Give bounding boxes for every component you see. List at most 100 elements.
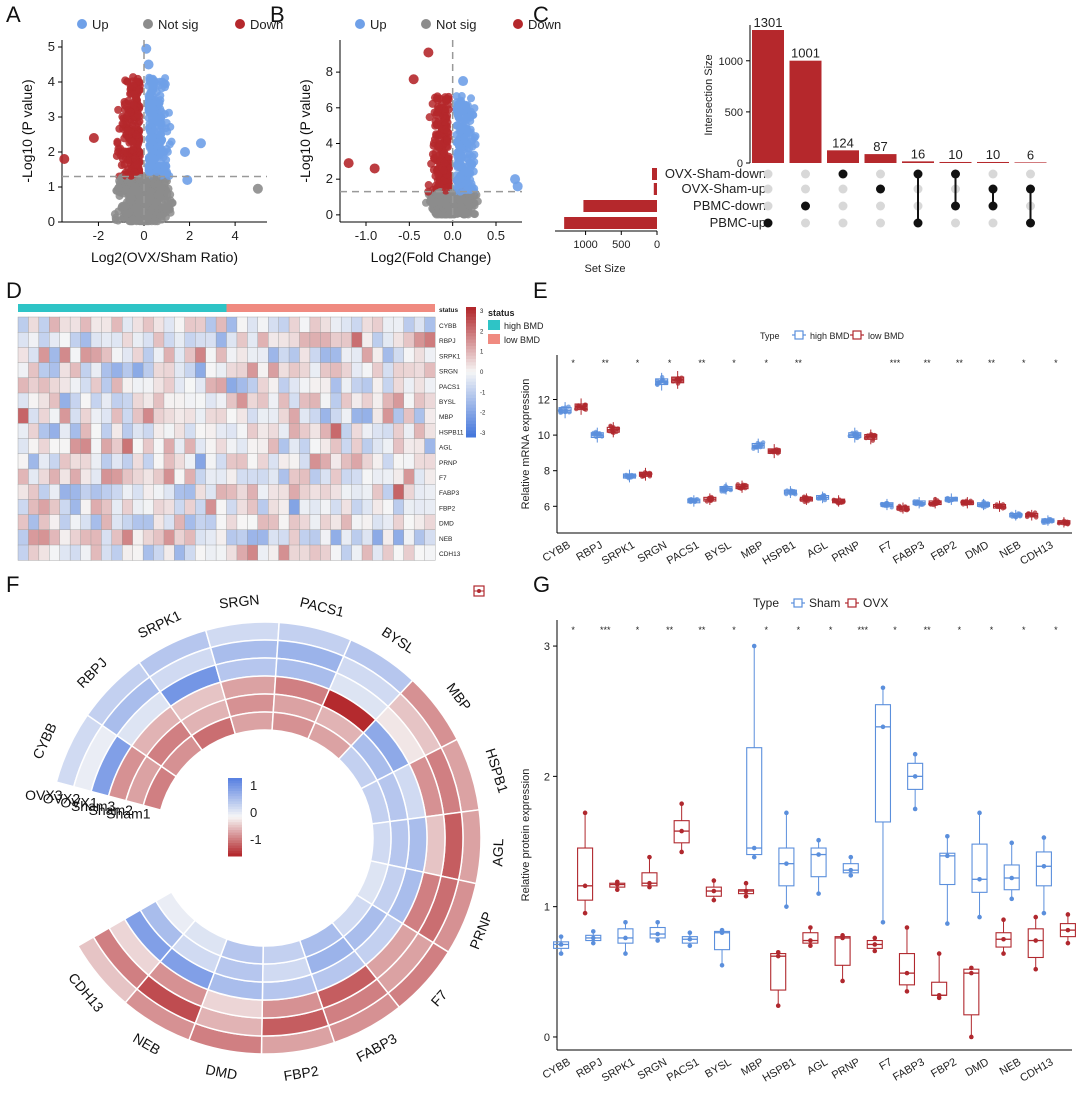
heatmap-cell [278,499,290,515]
gene-label: FBP2 [283,1063,320,1084]
heatmap-cell [372,514,384,531]
heatmap-cell [351,529,363,546]
heatmap-cell [330,362,342,379]
data-point-highlight [88,133,99,143]
heatmap-cell [309,316,321,333]
data-point [456,157,465,166]
heatmap-cell [69,316,81,333]
heatmap-cell [424,347,436,363]
heatmap-cell [174,499,186,515]
y-tick-label: 8 [544,466,550,478]
heatmap-cell [340,377,352,394]
heatmap-cell [320,408,332,424]
heatmap-cell [174,423,186,439]
data-point [435,131,444,140]
heatmap-cell [184,438,196,455]
heatmap-cell [330,377,342,394]
scale-step [466,323,476,327]
heatmap-cell [49,484,61,500]
heatmap-cell [309,529,321,546]
heatmap-cell [424,468,436,485]
heatmap-cell [90,514,102,531]
bar-value-label: 10 [986,147,1000,162]
panel-letter-g: G [533,572,550,597]
x-axis-title: Log2(Fold Change) [371,249,492,265]
heatmap-cell [69,392,81,409]
data-point-highlight [423,47,434,58]
heatmap-cell [174,529,186,546]
legend-label: low BMD [868,331,905,341]
scale-tick: 2 [480,329,484,335]
heatmap-cell [59,332,71,348]
heatmap-cell [184,423,196,439]
legend-key-not-sig [143,19,153,29]
heatmap-cell [38,453,50,470]
heatmap-cell [28,392,40,409]
heatmap-cell [49,392,61,409]
heatmap-cell [278,514,290,531]
heatmap-cell [142,347,154,363]
heatmap-cell [111,453,123,470]
data-point [428,99,437,108]
set-size-tick-label: 1000 [573,239,597,251]
heatmap-cell [330,332,342,348]
matrix-dot-inactive [763,169,773,179]
scale-step [466,424,476,428]
matrix-dot-inactive [801,169,810,179]
heatmap-cell [247,316,259,333]
data-point-highlight [143,59,154,70]
heatmap-cell [226,514,238,531]
heatmap-cell [80,499,92,515]
scale-step [228,848,242,852]
data-point [460,114,469,123]
heatmap-cell [195,499,207,515]
data-point [436,198,445,207]
heatmap-cell [215,499,227,515]
heatmap-cell [268,499,280,515]
significance-mark: * [571,625,575,635]
heatmap-cell [257,499,269,515]
box [737,889,755,895]
data-point [470,157,479,166]
significance-mark: ** [795,358,803,368]
heatmap-cell [80,316,92,333]
heatmap-cell [111,347,123,363]
heatmap-cell [372,332,384,348]
heatmap-cell [372,392,384,409]
heatmap-cell [299,332,311,348]
heatmap-cell [174,362,186,379]
heatmap-cell [101,529,113,546]
heatmap-cell [205,362,217,379]
data-point [145,168,154,177]
heatmap-cell [38,377,50,394]
heatmap-cell [69,468,81,485]
heatmap-cell [205,347,217,363]
heatmap-cell [382,544,394,561]
data-point [134,137,143,146]
data-point-highlight [195,138,206,149]
set-size-title: Set Size [585,263,626,275]
heatmap-cell [393,408,405,424]
heatmap-cell [122,453,134,470]
legend-key-box [847,598,857,608]
scale-step [228,801,242,805]
box [617,928,634,944]
heatmap-cell [38,347,50,363]
box [939,852,956,886]
heatmap-cell [330,499,342,515]
x-tick-label: -2 [93,228,105,243]
set-size-bar [564,217,657,229]
heatmap-cell [236,362,248,379]
heatmap-cell [17,529,29,546]
heatmap-cell [424,316,436,333]
scale-step [228,845,242,849]
heatmap-cell [340,484,352,500]
heatmap-cell [382,316,394,333]
heatmap-cell [122,468,134,485]
heatmap-cell [38,468,50,485]
intersection-bar [1014,162,1047,163]
heatmap-cell [268,392,280,409]
heatmap-cell [142,544,154,561]
heatmap-cell [17,438,29,455]
scale-step [466,433,476,438]
